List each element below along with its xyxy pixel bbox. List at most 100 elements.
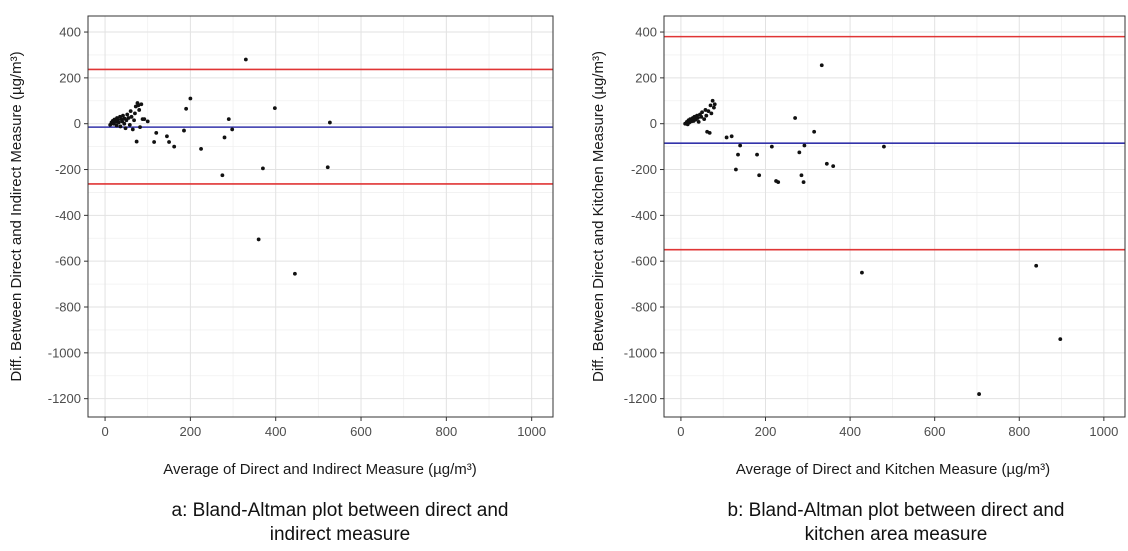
chart-1-data-point — [802, 143, 807, 148]
chart-0-y-tick-label: -1200 — [48, 391, 81, 406]
chart-1-data-point — [882, 144, 886, 149]
chart-1-data-point — [699, 114, 704, 119]
chart-0-data-point — [172, 144, 177, 149]
chart-0-y-tick-label: -1000 — [48, 345, 81, 360]
chart-0-data-point — [134, 139, 139, 144]
chart-0-x-axis-title: Average of Direct and Indirect Measure (… — [163, 461, 477, 478]
chart-0-data-point — [142, 117, 147, 122]
chart-0-data-point — [122, 121, 127, 126]
chart-1-plot-area — [664, 16, 1125, 417]
chart-0-x-tick-label: 200 — [180, 424, 202, 439]
chart-1-data-point — [704, 113, 709, 118]
chart-1-data-point — [1058, 337, 1063, 341]
caption-b: b: Bland-Altman plot between direct and … — [616, 499, 1128, 547]
chart-0-data-point — [256, 237, 261, 242]
chart-0-data-point — [327, 120, 332, 125]
chart-1-data-point — [860, 270, 864, 275]
chart-0-y-tick-label: -200 — [55, 162, 81, 177]
chart-1-data-point — [799, 173, 804, 178]
chart-0-x-tick-label: 400 — [265, 424, 287, 439]
chart-1-y-tick-label: -600 — [631, 254, 657, 269]
chart-0-plot-area — [88, 16, 553, 417]
chart-0-data-point — [118, 124, 123, 129]
chart-0-data-point — [116, 120, 121, 125]
chart-1-y-tick-label: -1000 — [624, 345, 657, 360]
chart-0-data-point — [182, 128, 186, 133]
chart-1-y-tick-label: -1200 — [624, 391, 657, 406]
chart-1-data-point — [696, 119, 701, 124]
chart-0-y-tick-label: 0 — [74, 116, 81, 131]
chart-1-x-tick-label: 200 — [755, 424, 777, 439]
plot-panel-a: 0 200 400 600 800 1000 400 200 0 -200 -400 -600 -800… — [8, 15, 554, 478]
chart-1-data-point — [709, 111, 714, 116]
chart-0-y-tick-label: 400 — [59, 25, 81, 40]
chart-0-data-point — [184, 106, 189, 111]
chart-1-data-point — [824, 161, 829, 166]
chart-1-data-point — [703, 108, 708, 112]
chart-1-x-axis-title: Average of Direct and Kitchen Measure (µ… — [736, 461, 1050, 478]
chart-0-data-point — [325, 165, 330, 170]
chart-1-data-point — [695, 116, 700, 120]
chart-1-data-point — [712, 102, 717, 107]
chart-1-x-tick-label: 800 — [1008, 424, 1030, 439]
chart-1-x-tick-label: 600 — [924, 424, 946, 439]
chart-1-x-tick-label: 0 — [677, 424, 684, 439]
chart-1-x-tick-label: 400 — [839, 424, 861, 439]
chart-0-data-point — [121, 113, 125, 118]
chart-1-data-point — [1034, 263, 1039, 268]
chart-1-data-point — [738, 143, 743, 148]
chart-0-data-point — [199, 147, 203, 151]
chart-0-data-point — [130, 127, 135, 132]
chart-1-data-point — [729, 134, 734, 139]
chart-0-data-point — [145, 119, 150, 124]
chart-1-data-point — [700, 110, 704, 115]
chart-1-data-point — [724, 135, 729, 140]
chart-1-data-point — [812, 129, 817, 134]
chart-0-data-point — [261, 166, 265, 171]
chart-0-x-tick-label: 1000 — [517, 424, 546, 439]
caption-b-line1: b: Bland-Altman plot between direct and — [727, 500, 1065, 521]
caption-a-line2: indirect measure — [269, 524, 411, 545]
chart-0-data-point — [127, 122, 132, 127]
caption-a: a: Bland-Altman plot between direct and … — [60, 499, 620, 547]
chart-1-data-point — [819, 63, 824, 68]
chart-0-data-point — [230, 127, 235, 132]
chart-0-data-point — [272, 106, 277, 111]
chart-0-y-tick-label: -400 — [55, 208, 81, 223]
chart-1-data-point — [769, 144, 774, 149]
chart-1-y-tick-label: 200 — [635, 70, 657, 85]
chart-1-data-point — [706, 109, 711, 113]
chart-1-data-point — [831, 164, 836, 168]
chart-1-y-tick-label: 400 — [635, 25, 657, 40]
chart-0-y-axis-title: Diff. Between Direct and Indirect Measur… — [8, 51, 25, 381]
chart-0-data-point — [222, 135, 227, 140]
chart-0-data-point — [133, 111, 137, 116]
chart-0-data-point — [138, 125, 142, 130]
chart-0-data-point — [154, 130, 159, 135]
chart-0-data-point — [125, 112, 130, 117]
chart-0-x-tick-label: 800 — [435, 424, 457, 439]
chart-1-x-tick-label: 1000 — [1089, 424, 1118, 439]
chart-1-data-point — [708, 103, 713, 108]
chart-0-data-point — [167, 140, 171, 144]
chart-0-data-point — [114, 123, 119, 128]
chart-1-data-point — [757, 173, 762, 178]
chart-0-y-tick-label: -600 — [55, 254, 81, 269]
chart-1-data-point — [710, 98, 715, 103]
chart-0-data-point — [188, 96, 193, 101]
chart-1-y-tick-label: -800 — [631, 300, 657, 315]
chart-1-data-point — [977, 392, 981, 396]
chart-0-data-point — [137, 108, 142, 112]
chart-1-y-axis-title: Diff. Between Direct and Kitchen Measure… — [590, 51, 607, 382]
chart-0-data-point — [152, 140, 157, 144]
chart-1-plot-border — [663, 15, 1126, 418]
chart-1-data-point — [736, 152, 740, 157]
chart-0-data-point — [293, 271, 297, 276]
chart-1-data-point — [776, 180, 781, 185]
chart-0-data-point — [139, 102, 144, 107]
chart-1-data-point — [755, 152, 759, 157]
chart-1-data-point — [801, 180, 806, 185]
chart-0-y-tick-label: 200 — [59, 70, 81, 85]
chart-1-data-point — [793, 116, 798, 120]
